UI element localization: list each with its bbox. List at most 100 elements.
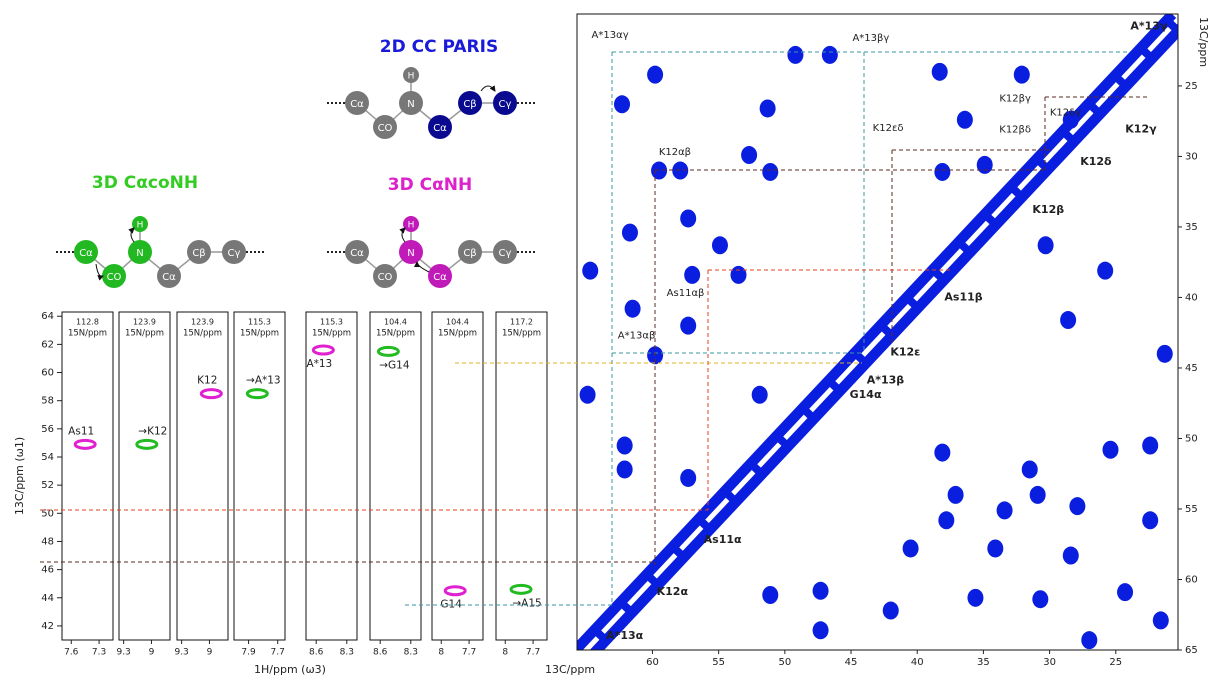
y-tick-label: 65 [1185,645,1198,656]
peak-annotation: K12εδ [873,123,904,134]
peak-annotation: A*13αγ [592,30,629,41]
cross-peak [934,444,950,462]
cross-peak [883,602,899,620]
cross-peak [1102,441,1118,459]
cross-peak [580,386,596,404]
y-tick-label: 60 [1185,574,1198,585]
x-tick-label: 60 [646,657,659,668]
atom-label: H [137,221,144,231]
x-tick-label: 8 [438,648,444,658]
cross-peak [617,460,633,478]
peak-annotation: K12α [657,585,689,598]
peak-label: →G14 [379,359,410,371]
peak-label: K12 [197,375,217,387]
cross-peak [1032,590,1048,608]
peak-annotation: A*13αβ [618,331,656,342]
cross-peak [741,146,757,164]
transfer-arrow [481,86,495,91]
atom-label: CO [378,272,393,283]
x-axis-label: 1H/ppm (ω3) [254,663,326,676]
scheme-title: 3D CαNH [388,175,472,195]
strip-header: 117.2 [510,318,533,327]
y-tick-label: 25 [1185,81,1198,92]
peak-core [450,589,460,592]
peak-core [318,349,328,352]
cross-peak [948,486,964,504]
strip-unit: 15N/ppm [438,329,477,339]
peak-label: As11 [68,425,94,437]
cross-peak [622,224,638,242]
strip-header: 123.9 [191,318,214,327]
cross-peak [760,99,776,117]
x-tick-label: 55 [712,657,725,668]
cross-peak [684,266,700,284]
atom-label: Cα [79,248,93,259]
x-tick-label: 9.3 [116,648,130,658]
cross-peak [932,63,948,81]
y-tick-label: 50 [1185,433,1198,444]
atom-label: Cα [433,123,447,134]
peak-annotation: G14α [850,388,882,401]
peak-label: A*13 [306,358,332,370]
x-tick-label: 30 [1043,657,1056,668]
y-tick-label: 60 [41,368,54,379]
strip-header: 115.3 [320,318,343,327]
atom-label: H [408,72,415,82]
peak-annotation: K12βγ [999,94,1031,105]
peak-annotation: A*13β [867,374,905,387]
peak-annotation: K12δγ [1050,108,1081,119]
peak-label: →A15 [512,597,541,609]
peak-label: →K12 [138,425,167,437]
y-tick-label: 30 [1185,151,1198,162]
x-tick-label: 40 [911,657,924,668]
cross-peak [1069,497,1085,515]
atom-label: N [407,99,414,110]
peak-annotation: K12δ [1080,155,1112,168]
cross-peak [1038,236,1054,254]
cross-peak [787,46,803,64]
scheme-title: 2D CC PARIS [380,37,498,57]
atom-label: Cα [350,99,364,110]
cross-peak [1022,460,1038,478]
cross-peak [762,163,778,181]
x-tick-label: 7.6 [64,648,79,658]
peak-core [383,350,393,353]
x-tick-label: 7.3 [92,648,106,658]
transfer-arrow [417,262,429,272]
y-tick-label: 62 [41,339,54,350]
y-tick-label: 52 [41,480,54,491]
cross-peak [813,582,829,600]
cross-peak [680,469,696,487]
cross-peak [822,46,838,64]
strip-frame [234,312,285,640]
peak-annotation: A*13βγ [852,33,889,44]
peak-core [206,392,216,395]
cross-peak [977,156,993,174]
y-tick-label: 35 [1185,222,1198,233]
strip-frame [62,312,113,640]
cross-peak [1153,611,1169,629]
strip-frame [119,312,170,640]
cross-peak [1117,583,1133,601]
y-tick-label: 42 [41,621,54,632]
atom-label: Cα [433,272,447,283]
atom-label: CO [378,123,393,134]
cross-peak [651,162,667,180]
diagonal-core [577,20,1178,660]
plot-area [577,20,1178,660]
atom-label: Cα [350,248,364,259]
y-tick-label: 40 [1185,292,1198,303]
y-tick-label: 56 [41,424,54,435]
cross-peak [813,621,829,639]
cross-peak [625,300,641,318]
x-tick-label: 45 [845,657,858,668]
cross-peak [712,236,728,254]
atom-label: N [136,248,143,259]
x-tick-label: 25 [1109,657,1122,668]
cross-peak [752,386,768,404]
atom-label: H [408,221,415,231]
y-tick-label: 45 [1185,363,1198,374]
atom-label: Cγ [499,248,512,259]
strip-unit: 15N/ppm [125,329,164,339]
peak-annotation: K12γ [1125,123,1157,136]
